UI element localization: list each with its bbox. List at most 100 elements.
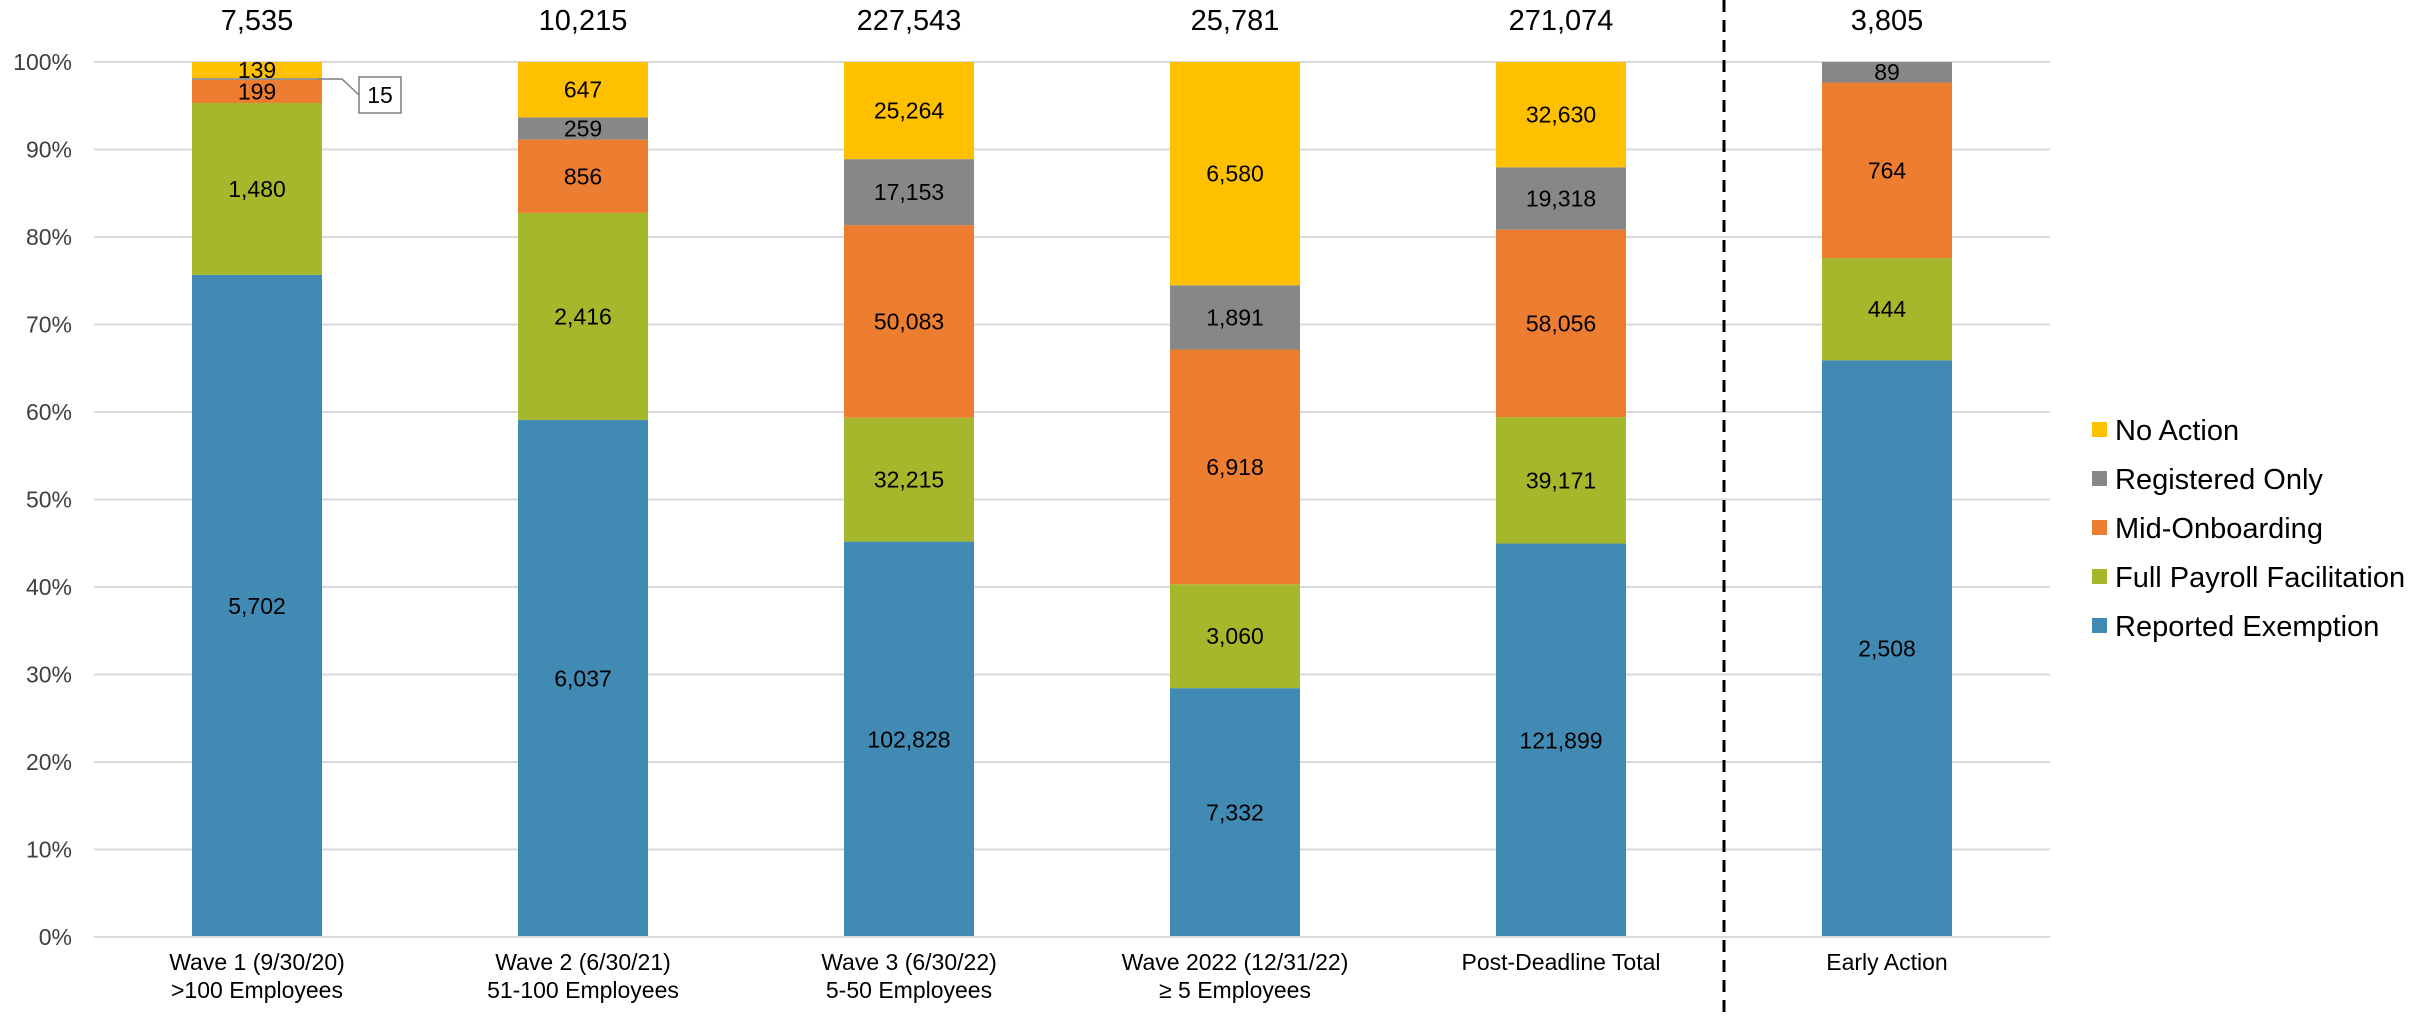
bar-segment-reported-exemption-3 [844,541,974,937]
data-label-full-payroll-facilitation-1: 1,480 [228,176,286,202]
bar-segment-registered-only-6 [1822,62,1952,83]
bar-segment-mid-onboarding-4 [1170,349,1300,585]
y-tick-label-60: 60% [26,399,72,425]
y-tick-label-100: 100% [13,49,72,75]
bar-segment-full-payroll-facilitation-1 [192,102,322,275]
data-label-mid-onboarding-3: 50,083 [874,308,944,334]
data-label-full-payroll-facilitation-3: 32,215 [874,467,944,493]
data-label-full-payroll-facilitation-4: 3,060 [1206,623,1264,649]
bar-segment-no-action-4 [1170,62,1300,286]
data-label-registered-only-6: 89 [1874,59,1900,85]
x-tick-label-6: Early Action [1826,949,1947,975]
data-label-registered-only-2: 259 [564,116,602,142]
data-label-no-action-1: 139 [238,57,276,83]
bar-segment-no-action-2 [518,62,648,118]
legend-swatch-full-payroll-facilitation [2092,569,2107,584]
data-label-reported-exemption-4: 7,332 [1206,800,1264,826]
bar-segment-registered-only-5 [1496,167,1626,230]
data-label-reported-exemption-3: 102,828 [867,726,950,752]
bar-segment-reported-exemption-4 [1170,688,1300,937]
bar-segment-reported-exemption-6 [1822,360,1952,937]
callout-box [358,76,402,114]
legend: No Action Registered Only Mid-Onboarding Fu… [2092,415,2405,643]
data-label-full-payroll-facilitation-2: 2,416 [554,303,612,329]
data-label-registered-only-5: 19,318 [1526,186,1596,212]
legend-swatch-reported-exemption [2092,618,2107,633]
legend-label-reported-exemption: Reported Exemption [2115,611,2379,643]
bar-segment-registered-only-2 [518,117,648,140]
data-label-full-payroll-facilitation-5: 39,171 [1526,467,1596,493]
bar-segment-registered-only-4 [1170,285,1300,350]
legend-swatch-no-action [2092,422,2107,437]
data-label-reported-exemption-2: 6,037 [554,665,612,691]
bar-segment-reported-exemption-5 [1496,543,1626,937]
bar-total-label-2: 10,215 [539,5,628,37]
bar-segment-full-payroll-facilitation-5 [1496,417,1626,544]
data-label-mid-onboarding-2: 856 [564,163,602,189]
y-tick-label-10: 10% [26,837,72,863]
bar-segment-no-action-5 [1496,62,1626,168]
data-label-mid-onboarding-5: 58,056 [1526,310,1596,336]
bar-total-label-5: 271,074 [1509,5,1614,37]
bars [192,62,1952,937]
bar-segment-full-payroll-facilitation-2 [518,212,648,420]
bar-segment-mid-onboarding-3 [844,225,974,418]
legend-swatch-registered-only [2092,471,2107,486]
legend-label-mid-onboarding: Mid-Onboarding [2115,513,2323,545]
data-label-reported-exemption-1: 5,702 [228,593,286,619]
bar-segment-mid-onboarding-1 [192,79,322,103]
gridlines [94,61,2050,938]
bar-total-label-1: 7,535 [221,5,294,37]
data-label-mid-onboarding-1: 199 [238,78,276,104]
y-tick-label-90: 90% [26,137,72,163]
bar-segment-mid-onboarding-5 [1496,229,1626,418]
y-tick-label-80: 80% [26,224,72,250]
data-label-registered-only-3: 17,153 [874,179,944,205]
bar-segment-mid-onboarding-2 [518,139,648,213]
x-tick-label-2: Wave 2 (6/30/21) 51-100 Employees [487,949,679,1003]
y-tick-label-40: 40% [26,574,72,600]
x-tick-label-5: Post-Deadline Total [1461,949,1660,975]
legend-label-registered-only: Registered Only [2115,464,2323,496]
y-tick-label-70: 70% [26,312,72,338]
bar-segment-no-action-3 [844,62,974,160]
legend-label-full-payroll-facilitation: Full Payroll Facilitation [2115,562,2405,594]
data-label-full-payroll-facilitation-6: 444 [1868,296,1907,322]
bar-segment-full-payroll-facilitation-3 [844,417,974,542]
data-label-reported-exemption-5: 121,899 [1519,727,1602,753]
bar-segment-reported-exemption-2 [518,419,648,937]
y-tick-label-50: 50% [26,487,72,513]
callout-label: 15 [367,82,393,108]
bar-segment-reported-exemption-1 [192,274,322,937]
data-label-reported-exemption-6: 2,508 [1858,636,1916,662]
data-label-registered-only-4: 1,891 [1206,304,1264,330]
legend-swatch-mid-onboarding [2092,520,2107,535]
data-label-no-action-3: 25,264 [874,98,945,124]
x-tick-label-1: Wave 1 (9/30/20) >100 Employees [169,949,345,1003]
bar-total-label-3: 227,543 [857,5,962,37]
bar-segment-registered-only-3 [844,159,974,226]
data-label-no-action-2: 647 [564,77,602,103]
bar-total-label-6: 3,805 [1851,5,1924,37]
data-label-no-action-4: 6,580 [1206,161,1264,187]
x-tick-label-3: Wave 3 (6/30/22) 5-50 Employees [821,949,997,1003]
x-tick-label-4: Wave 2022 (12/31/22) ≥ 5 Employees [1122,949,1349,1003]
bar-segment-full-payroll-facilitation-4 [1170,584,1300,689]
y-tick-label-0: 0% [39,924,72,950]
callout-leader-line [318,78,360,96]
bar-segment-full-payroll-facilitation-6 [1822,258,1952,361]
data-labels: 5,702 1,480 199 15 139 7,535 6,037 2,416 856 259 6… [221,5,1924,826]
data-label-no-action-5: 32,630 [1526,102,1596,128]
data-label-mid-onboarding-4: 6,918 [1206,454,1264,480]
axes: 0% 10% 20% 30% 40% 50% 60% 70% 80% 90% 100% Wave 1 … [13,0,2050,1016]
y-tick-label-30: 30% [26,662,72,688]
y-tick-label-20: 20% [26,749,72,775]
legend-label-no-action: No Action [2115,415,2239,447]
bar-segment-no-action-1 [192,62,322,79]
bar-segment-registered-only-1 [192,78,322,80]
bar-segment-mid-onboarding-6 [1822,82,1952,259]
data-label-mid-onboarding-6: 764 [1868,157,1907,183]
bar-total-label-4: 25,781 [1191,5,1280,37]
